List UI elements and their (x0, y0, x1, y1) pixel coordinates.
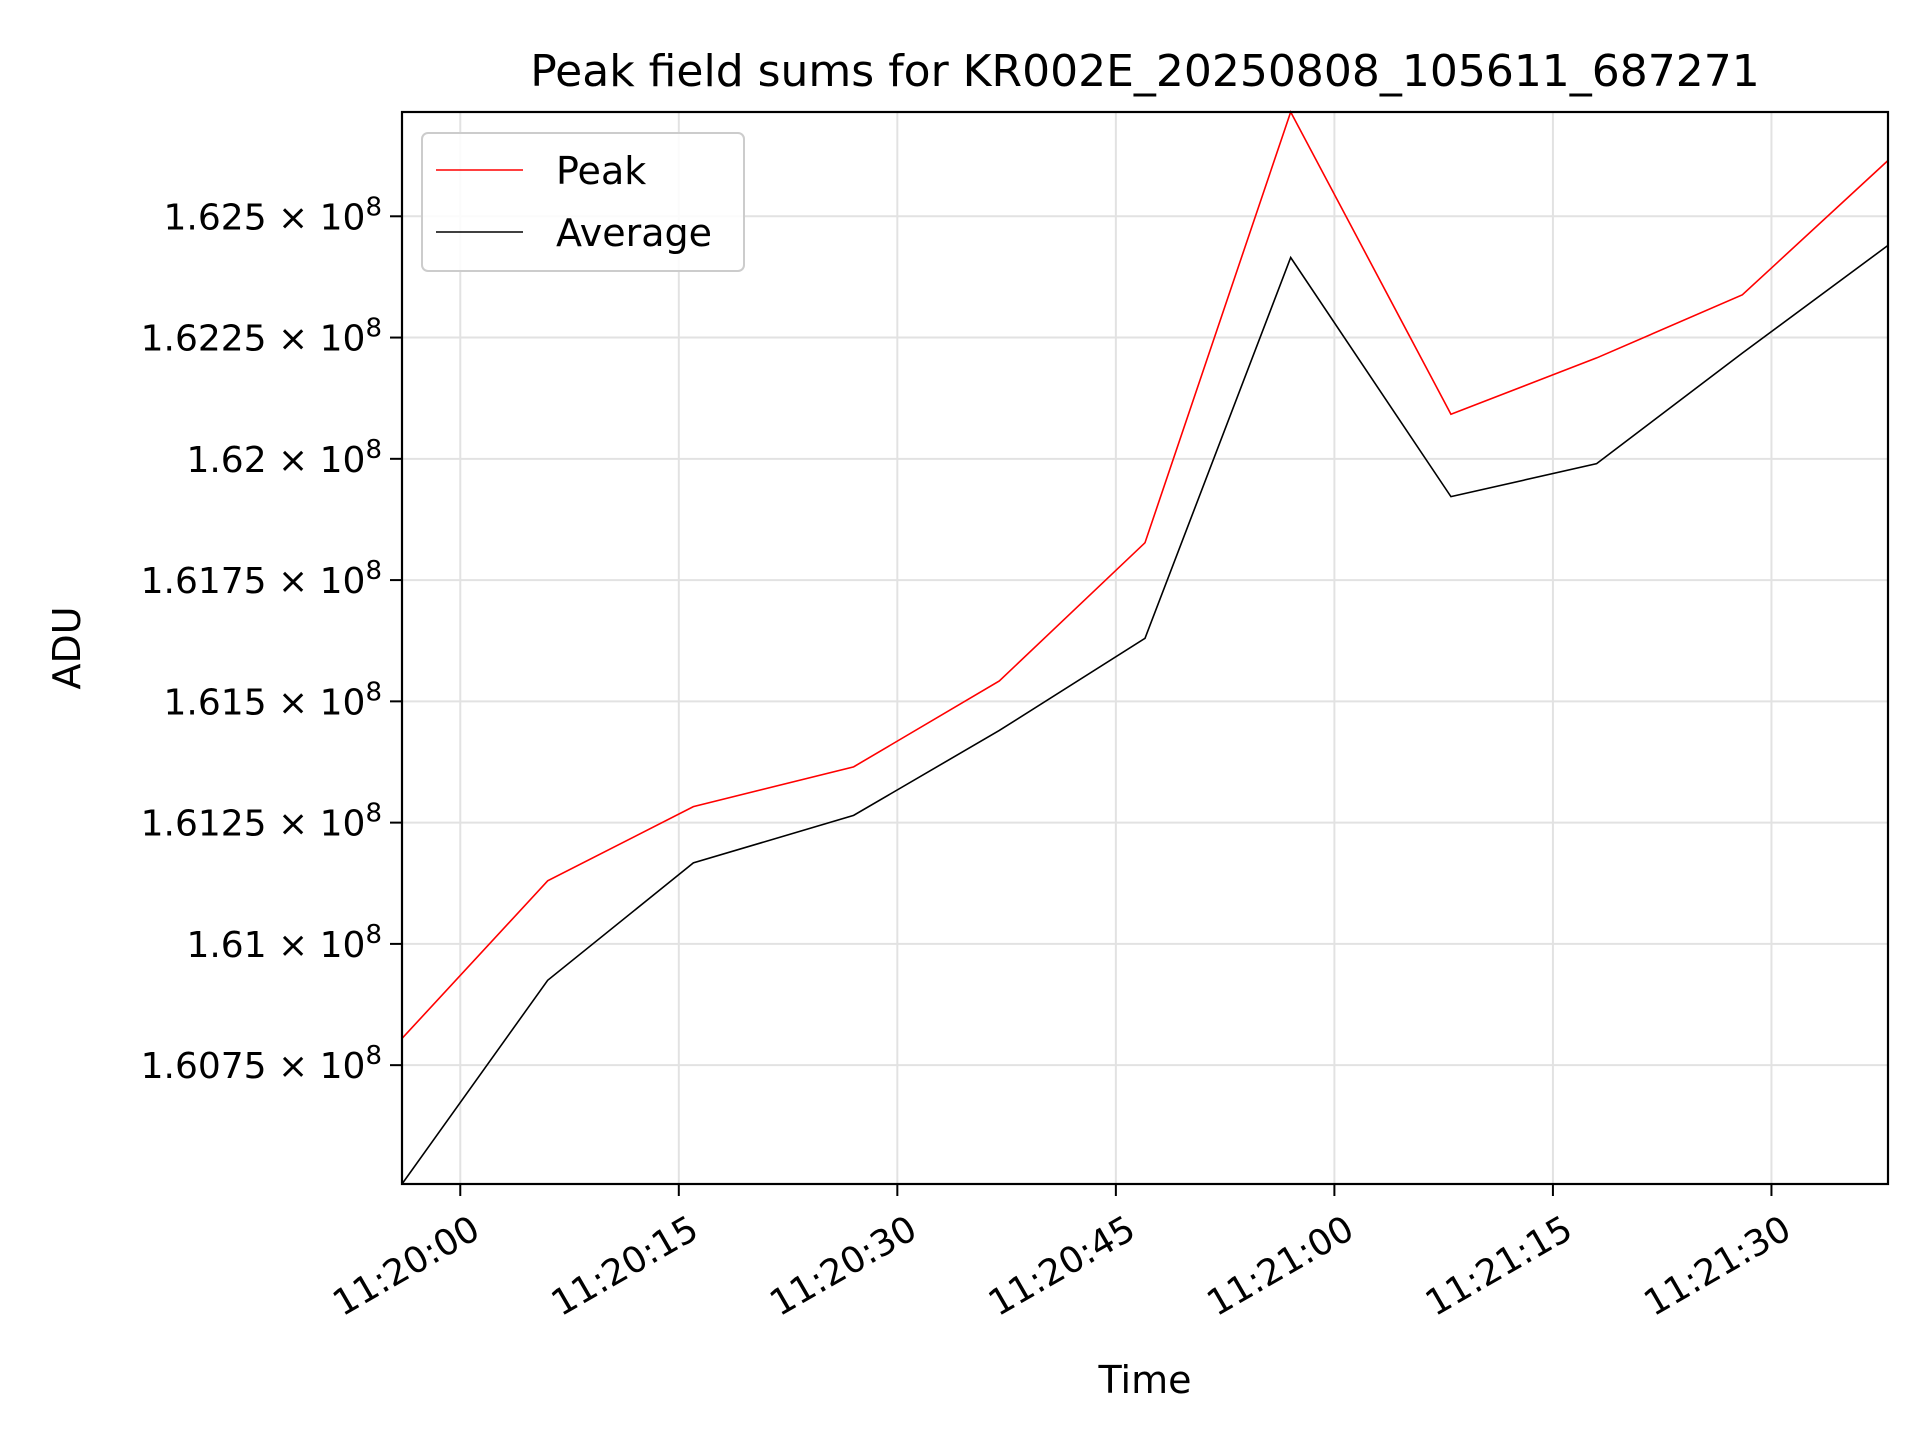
y-tick-exponent: 8 (365, 920, 382, 950)
y-tick-times-ten: × 10 (267, 682, 366, 723)
y-tick-mantissa: 1.6125 (141, 804, 267, 845)
y-tick-times-ten: × 10 (267, 561, 366, 602)
y-tick-exponent: 8 (365, 799, 382, 829)
y-tick-exponent: 8 (365, 677, 382, 707)
series-lines (401, 109, 1889, 1185)
y-axis-label: ADU (45, 606, 89, 689)
chart-title: Peak field sums for KR002E_20250808_1056… (530, 46, 1760, 97)
y-tick-mantissa: 1.6225 (141, 319, 267, 360)
y-tick-mantissa: 1.6075 (141, 1046, 267, 1087)
y-tick-label: 1.625 × 108 (164, 192, 382, 238)
y-tick-label: 1.61 × 108 (186, 920, 382, 966)
y-tick-exponent: 8 (365, 556, 382, 586)
y-tick-times-ten: × 10 (267, 1046, 366, 1087)
y-tick-times-ten: × 10 (267, 804, 366, 845)
legend: Peak Average (421, 132, 745, 272)
plot-frame (400, 110, 1890, 1186)
grid (402, 112, 1888, 1184)
y-tick-label: 1.6075 × 108 (141, 1041, 382, 1087)
y-tick-mantissa: 1.6175 (141, 561, 267, 602)
y-tick-label: 1.62 × 108 (186, 435, 382, 481)
y-tick-times-ten: × 10 (267, 925, 366, 966)
y-tick-label: 1.615 × 108 (164, 677, 382, 723)
x-axis-label: Time (1098, 1358, 1192, 1402)
y-tick-times-ten: × 10 (267, 197, 366, 238)
y-tick-exponent: 8 (365, 435, 382, 465)
y-tick-label: 1.6225 × 108 (141, 314, 382, 360)
legend-box (421, 132, 745, 272)
y-tick-mantissa: 1.615 (164, 682, 267, 723)
y-tick-mantissa: 1.61 (186, 925, 266, 966)
y-tick-label: 1.6125 × 108 (141, 799, 382, 845)
y-tick-exponent: 8 (365, 314, 382, 344)
y-tick-exponent: 8 (365, 1041, 382, 1071)
y-tick-exponent: 8 (365, 192, 382, 222)
series-line-peak (401, 109, 1889, 1040)
legend-label-peak: Peak (556, 149, 646, 193)
y-tick-times-ten: × 10 (267, 319, 366, 360)
y-tick-times-ten: × 10 (267, 440, 366, 481)
y-tick-mantissa: 1.62 (186, 440, 266, 481)
y-tick-mantissa: 1.625 (164, 197, 267, 238)
legend-label-average: Average (556, 211, 712, 255)
y-tick-label: 1.6175 × 108 (141, 556, 382, 602)
series-line-average (401, 244, 1889, 1185)
